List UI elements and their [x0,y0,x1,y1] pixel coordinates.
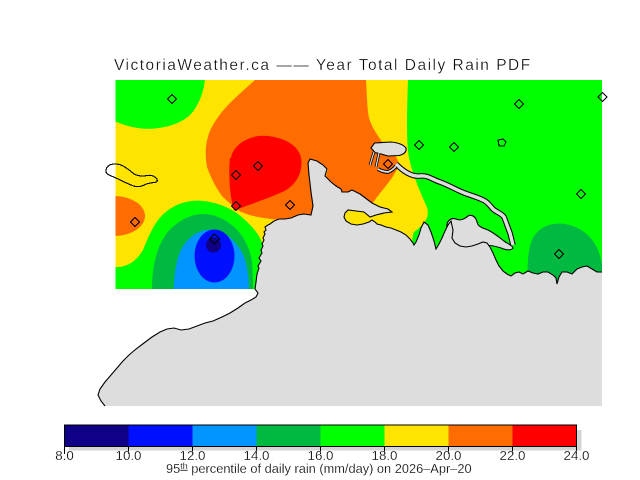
svg-text:18.0: 18.0 [372,448,398,463]
svg-text:22.0: 22.0 [500,448,526,463]
svg-text:24.0: 24.0 [564,448,590,463]
svg-text:20.0: 20.0 [436,448,462,463]
svg-text:16.0: 16.0 [308,448,334,463]
svg-text:10.0: 10.0 [116,448,142,463]
svg-text:12.0: 12.0 [180,448,206,463]
svg-text:95th percentile of daily rain: 95th percentile of daily rain (mm/day) o… [166,461,472,476]
svg-text:8.0: 8.0 [55,448,74,463]
svg-text:14.0: 14.0 [244,448,270,463]
svg-text:VictoriaWeather.ca —— Year Tot: VictoriaWeather.ca —— Year Total Daily R… [114,57,532,74]
